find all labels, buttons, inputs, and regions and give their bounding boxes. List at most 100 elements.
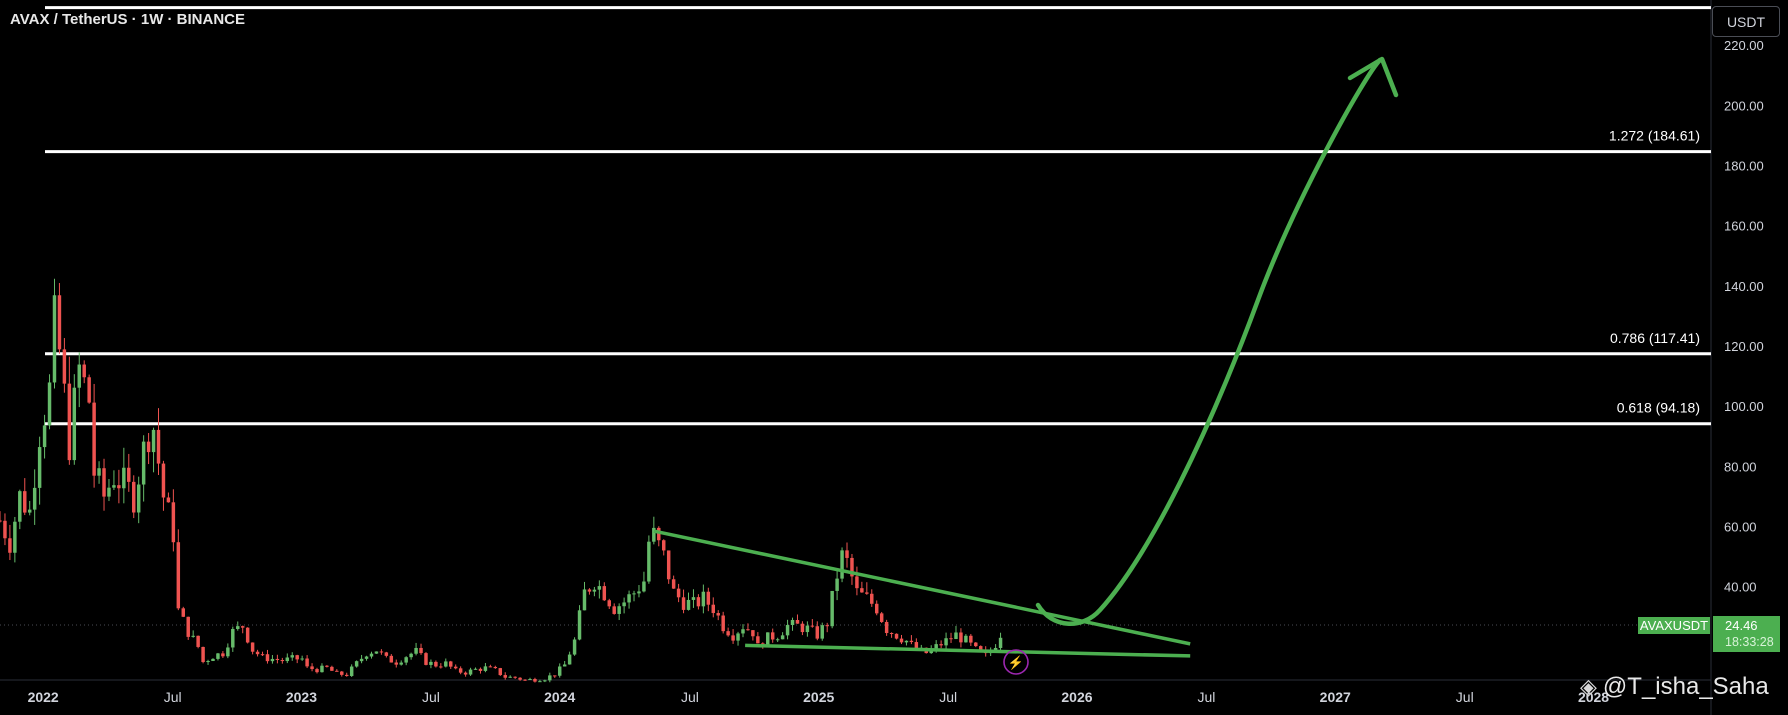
candle[interactable]: [889, 632, 894, 638]
candle[interactable]: [171, 489, 176, 552]
candle[interactable]: [874, 600, 879, 616]
candle[interactable]: [394, 659, 398, 668]
candle[interactable]: [320, 663, 324, 673]
candle[interactable]: [404, 656, 408, 666]
candle[interactable]: [969, 633, 973, 647]
candle[interactable]: [112, 470, 116, 490]
candle[interactable]: [548, 672, 552, 683]
candle[interactable]: [122, 447, 126, 504]
candle[interactable]: [414, 642, 418, 656]
projection-arrow[interactable]: [1035, 56, 1399, 626]
candle[interactable]: [52, 278, 57, 389]
candle[interactable]: [582, 581, 587, 611]
candle[interactable]: [478, 667, 483, 674]
candle[interactable]: [944, 632, 948, 649]
candle[interactable]: [429, 659, 433, 669]
candle[interactable]: [557, 663, 562, 678]
candle[interactable]: [260, 651, 265, 656]
candle[interactable]: [721, 611, 725, 634]
candle[interactable]: [419, 643, 423, 655]
candle[interactable]: [13, 516, 17, 563]
candle[interactable]: [741, 624, 745, 638]
candle[interactable]: [860, 581, 864, 593]
candle[interactable]: [666, 550, 671, 584]
candle[interactable]: [424, 652, 428, 666]
candle[interactable]: [904, 640, 909, 646]
candle[interactable]: [141, 435, 146, 502]
candle[interactable]: [146, 433, 151, 465]
candle[interactable]: [746, 623, 750, 631]
candle[interactable]: [736, 631, 740, 646]
candle[interactable]: [632, 590, 636, 602]
candle[interactable]: [236, 621, 240, 631]
candle[interactable]: [330, 665, 334, 671]
candle[interactable]: [884, 619, 889, 636]
candle[interactable]: [840, 547, 844, 583]
candle[interactable]: [622, 597, 626, 614]
candle[interactable]: [255, 649, 260, 657]
candle[interactable]: [369, 651, 374, 659]
candle[interactable]: [196, 635, 200, 649]
candle[interactable]: [998, 632, 1003, 652]
candle[interactable]: [642, 571, 646, 593]
candle[interactable]: [800, 621, 805, 636]
candle[interactable]: [508, 675, 512, 678]
candle[interactable]: [250, 642, 255, 655]
candle[interactable]: [964, 634, 968, 643]
candle[interactable]: [473, 667, 478, 670]
candle[interactable]: [795, 614, 800, 624]
candle[interactable]: [201, 646, 205, 664]
candle[interactable]: [954, 625, 958, 640]
candle[interactable]: [290, 652, 294, 661]
candle[interactable]: [176, 529, 181, 611]
candle[interactable]: [399, 660, 403, 666]
candle[interactable]: [711, 597, 716, 618]
candle[interactable]: [909, 635, 914, 645]
candle[interactable]: [285, 653, 290, 664]
candle[interactable]: [607, 598, 611, 610]
candle[interactable]: [562, 660, 567, 667]
candle[interactable]: [577, 605, 582, 641]
candle[interactable]: [245, 627, 250, 644]
candle[interactable]: [637, 585, 641, 598]
candle[interactable]: [681, 589, 686, 614]
candle[interactable]: [42, 414, 47, 459]
candle[interactable]: [32, 469, 37, 525]
candle[interactable]: [325, 665, 329, 668]
candle[interactable]: [434, 660, 438, 668]
candle[interactable]: [493, 665, 498, 669]
candle[interactable]: [354, 660, 359, 668]
candle[interactable]: [592, 586, 597, 597]
candle[interactable]: [671, 575, 676, 589]
candle[interactable]: [533, 677, 537, 683]
candle[interactable]: [344, 672, 349, 677]
candle[interactable]: [77, 352, 81, 408]
candle[interactable]: [855, 566, 859, 596]
candle[interactable]: [785, 619, 790, 640]
candle[interactable]: [657, 526, 661, 547]
candle[interactable]: [72, 374, 77, 465]
candle[interactable]: [216, 652, 220, 661]
candle[interactable]: [335, 669, 339, 672]
candle[interactable]: [528, 677, 532, 680]
candle[interactable]: [483, 662, 488, 673]
candle[interactable]: [349, 664, 354, 677]
candle[interactable]: [265, 649, 270, 664]
candle[interactable]: [617, 603, 621, 621]
candle[interactable]: [206, 659, 210, 665]
candle[interactable]: [409, 652, 413, 660]
candle[interactable]: [186, 616, 190, 640]
candle[interactable]: [716, 610, 720, 621]
candle[interactable]: [567, 651, 572, 665]
candle[interactable]: [57, 283, 62, 354]
candle[interactable]: [850, 553, 854, 585]
candle[interactable]: [305, 655, 309, 669]
candle[interactable]: [498, 667, 503, 676]
candle[interactable]: [731, 629, 735, 644]
candle[interactable]: [166, 492, 171, 503]
candle[interactable]: [815, 621, 820, 641]
candle[interactable]: [439, 663, 443, 669]
candle[interactable]: [939, 640, 943, 649]
candle[interactable]: [449, 660, 453, 669]
candle[interactable]: [662, 539, 666, 556]
